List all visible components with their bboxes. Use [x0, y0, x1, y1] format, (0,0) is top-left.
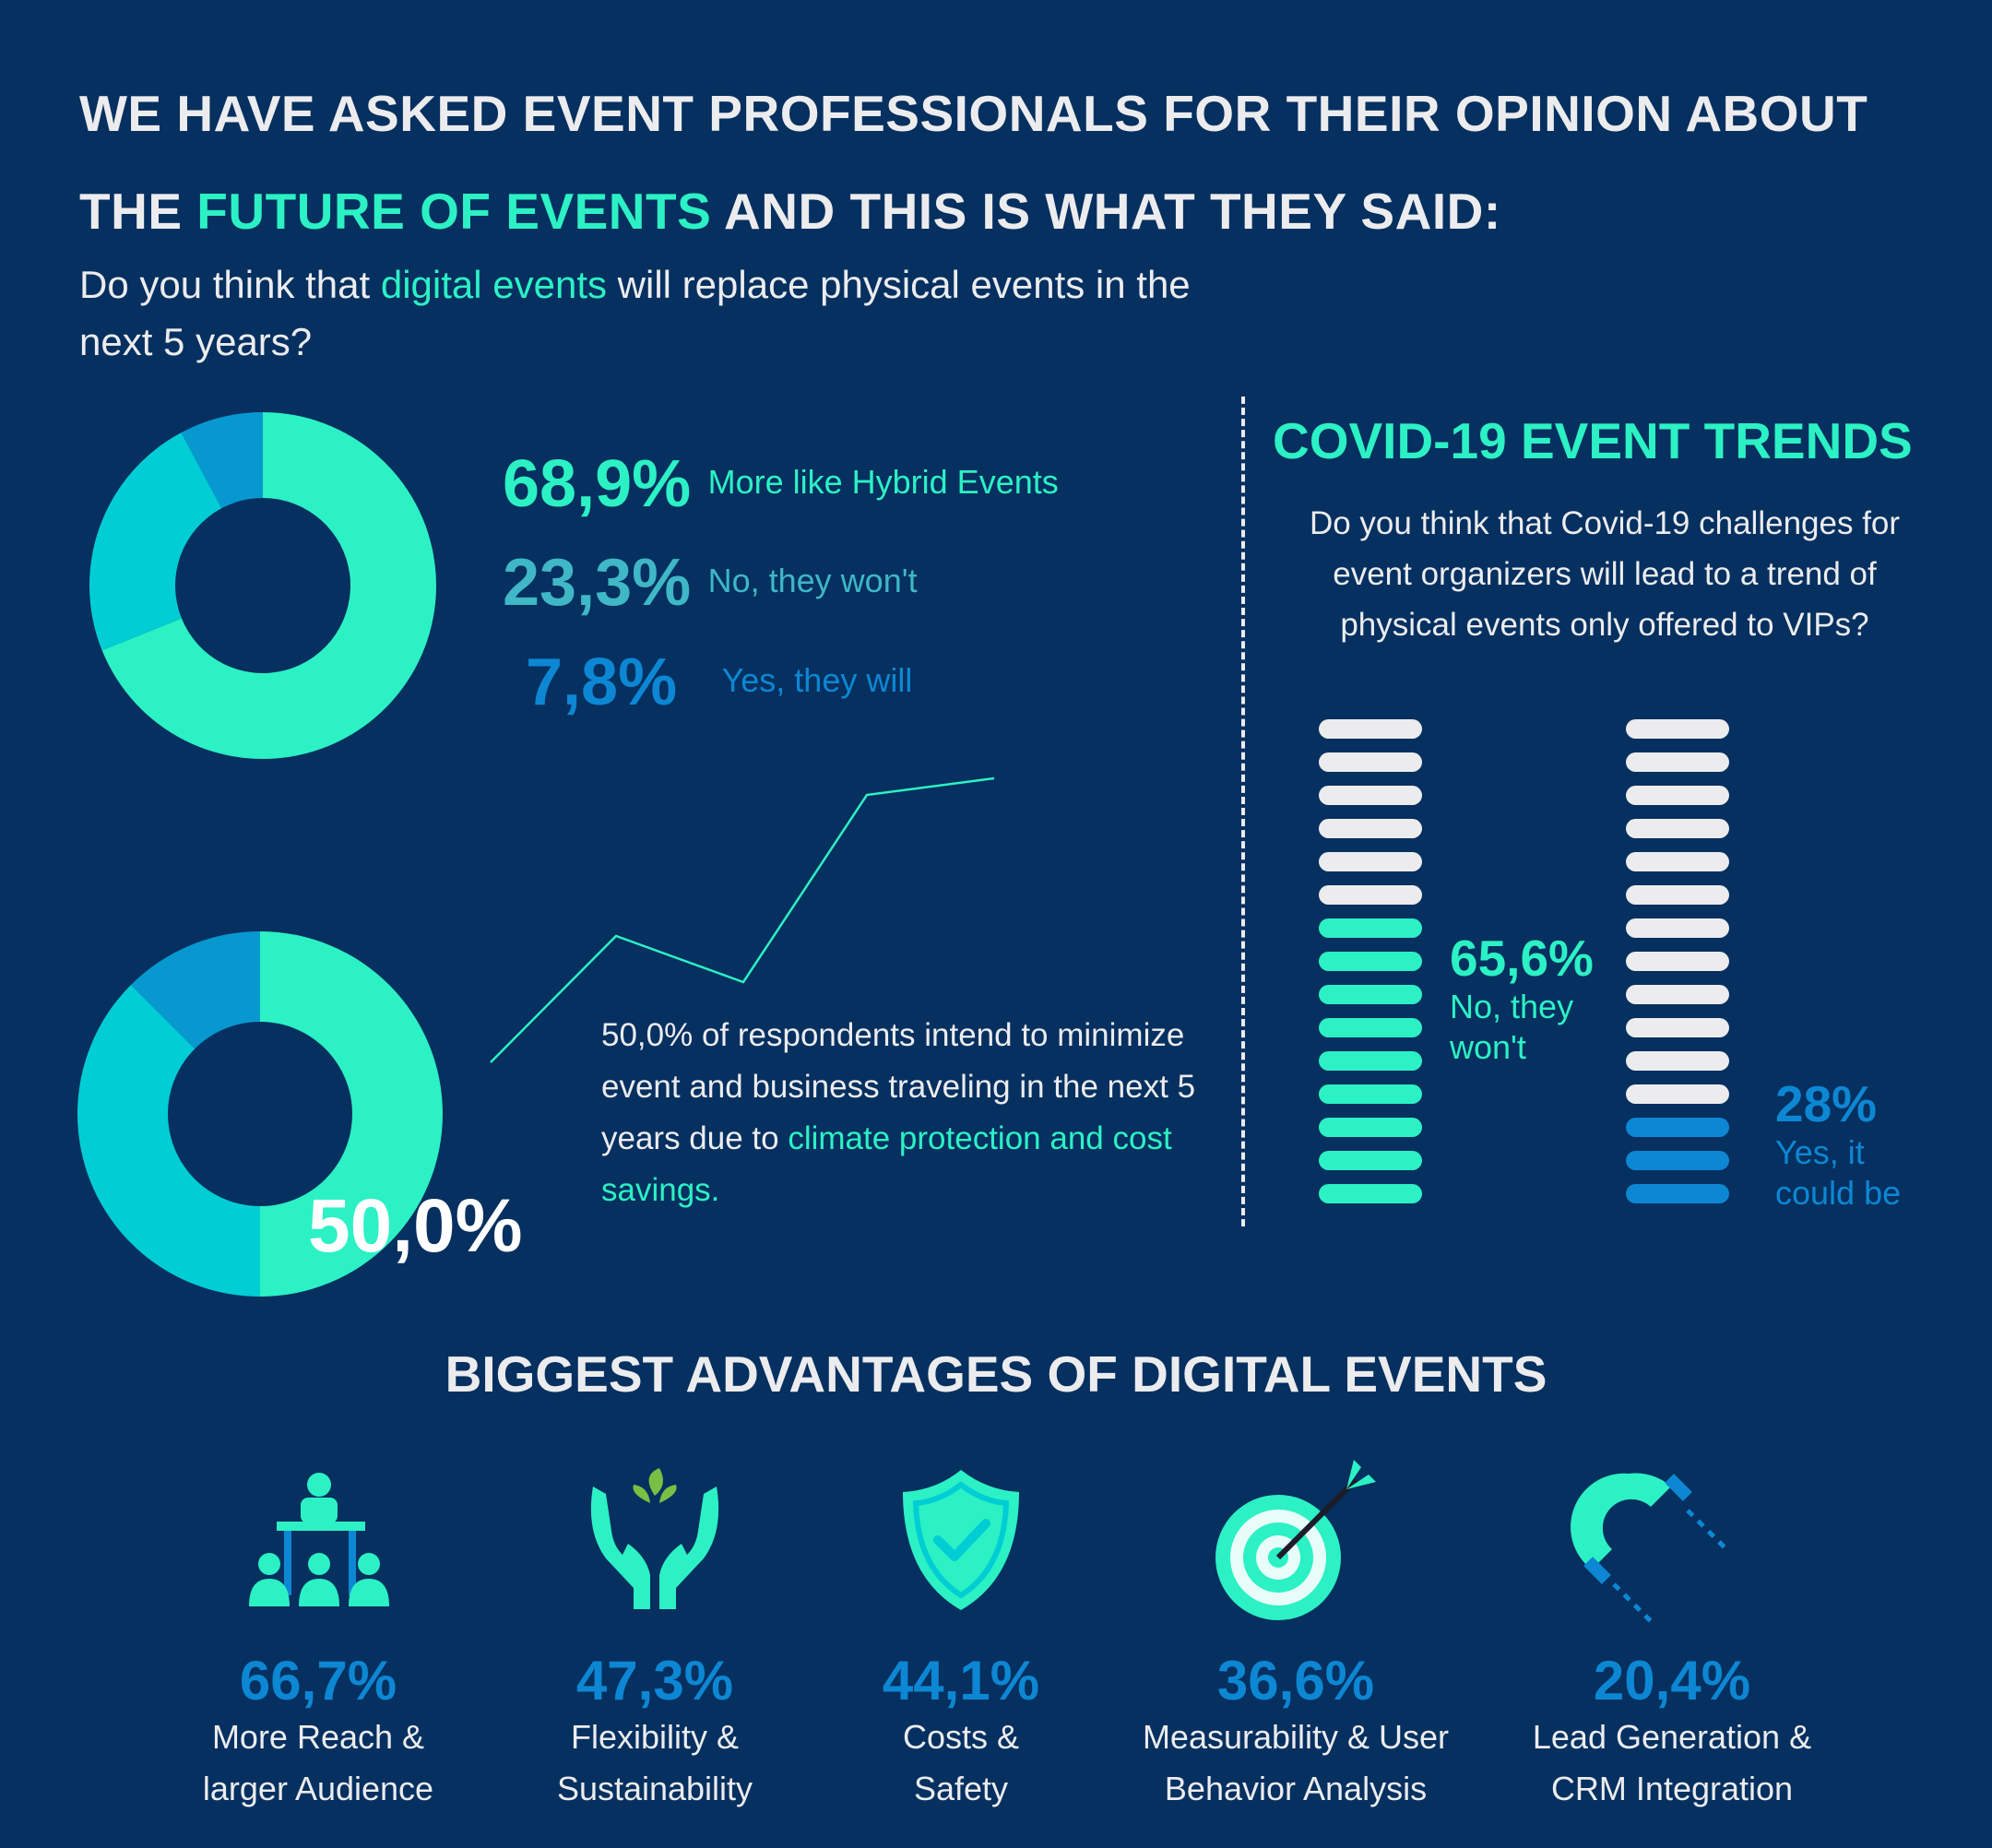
target-icon	[1215, 1460, 1376, 1620]
advantage-costs: 44,1% Costs & Safety	[767, 1651, 1155, 1815]
covid-bar-1-segment	[1626, 1151, 1729, 1170]
covid-bar-0-segment	[1319, 952, 1422, 971]
advantage-reach-line1: More Reach &	[211, 1718, 425, 1756]
advantage-lead-gen-pct: 20,4%	[1593, 1650, 1751, 1712]
advantage-measurability-line1: Measurability & User	[1142, 1718, 1450, 1756]
covid-bar-1-segment	[1626, 1018, 1729, 1037]
travel-big-pct: 50,0%	[308, 1184, 523, 1268]
travel-text-highlight: climate protection and cost savings.	[601, 1120, 1172, 1208]
advantage-costs-line2: Safety	[913, 1770, 1009, 1807]
covid-bar-0-segment	[1319, 819, 1422, 838]
advantage-lead-gen-line2: CRM Integration	[1550, 1770, 1794, 1807]
covid-bar-0-segment	[1319, 1018, 1422, 1037]
covid-bar-0-segment	[1319, 985, 1422, 1004]
advantage-measurability-line2: Behavior Analysis	[1164, 1770, 1428, 1807]
donut2-slice-2	[130, 931, 260, 1049]
donut2-slice-0	[260, 931, 443, 1297]
covid-bar-1-segment	[1626, 719, 1729, 739]
magnet-icon	[1571, 1473, 1728, 1623]
covid-no-label-line1: No, they	[1450, 988, 1574, 1025]
advantage-costs-line1: Costs &	[902, 1718, 1020, 1756]
covid-bar-chart	[1319, 719, 1729, 1203]
headline-part1: WE HAVE ASKED EVENT PROFESSIONALS FOR TH…	[79, 85, 1868, 240]
question-digital-events: Do you think that digital events will re…	[79, 256, 1232, 371]
travel-text-body: 50,0% of respondents intend to minimize …	[601, 1017, 1196, 1156]
donut1-slice-1	[89, 432, 222, 651]
legend-hybrid: 68,9% More like Hybrid Events	[503, 447, 1059, 521]
stat-no-pct: 23,3%	[503, 546, 692, 620]
covid-bar-0-segment	[1319, 1184, 1422, 1203]
question1-part1: Do you think that	[79, 263, 381, 306]
question1-highlight: digital events	[380, 263, 608, 306]
trend-line-decoration	[490, 776, 995, 1063]
covid-no-label-group: 65,6% No, they won't	[1450, 930, 1594, 1068]
advantage-flexibility-line1: Flexibility &	[570, 1718, 740, 1756]
covid-bar-1-segment	[1626, 852, 1729, 871]
stat-yes-label: Yes, they will	[721, 661, 913, 699]
stat-yes-pct: 7,8%	[526, 646, 678, 719]
advantage-lead-gen-line1: Lead Generation &	[1532, 1718, 1812, 1756]
donut1-slice-0	[101, 412, 437, 759]
advantage-lead-gen: 20,4% Lead Generation & CRM Integration	[1478, 1651, 1866, 1815]
covid-bar-0-segment	[1319, 719, 1422, 739]
covid-yes-pct: 28%	[1775, 1075, 1878, 1132]
covid-bar-0-segment	[1319, 1051, 1422, 1071]
covid-bar-1-segment	[1626, 1084, 1729, 1104]
covid-bar-1-segment	[1626, 985, 1729, 1004]
donut1-slice-2	[181, 412, 263, 509]
covid-bar-0-segment	[1319, 1151, 1422, 1170]
shield-check-icon	[903, 1470, 1019, 1610]
covid-bar-0-segment	[1319, 918, 1422, 938]
advantage-costs-pct: 44,1%	[882, 1650, 1040, 1712]
question1-part2: will replace physical events in the next…	[79, 263, 1191, 363]
advantage-reach-line2: larger Audience	[202, 1770, 434, 1807]
advantage-flexibility-pct: 47,3%	[575, 1650, 734, 1712]
plant-hands-icon	[590, 1468, 719, 1609]
advantage-flexibility: 47,3% Flexibility & Sustainability	[461, 1651, 848, 1815]
donut-chart-replace	[89, 412, 437, 759]
covid-question: Do you think that Covid-19 challenges fo…	[1309, 505, 1901, 643]
donut2-slice-1	[77, 984, 260, 1297]
advantage-flexibility-line2: Sustainability	[556, 1770, 753, 1807]
legend-no: 23,3% No, they won't	[503, 546, 918, 620]
covid-no-label-line2: won't	[1450, 1028, 1526, 1066]
audience-icon	[249, 1473, 389, 1606]
legend-yes: 7,8% Yes, they will	[526, 646, 912, 719]
covid-bar-1-segment	[1626, 918, 1729, 938]
covid-bar-0-segment	[1319, 885, 1422, 905]
headline: WE HAVE ASKED EVENT PROFESSIONALS FOR TH…	[79, 65, 1942, 260]
advantage-measurability: 36,6% Measurability & User Behavior Anal…	[1102, 1651, 1489, 1815]
section-divider	[1241, 397, 1245, 1226]
covid-bar-1-segment	[1626, 786, 1729, 805]
covid-bar-0-segment	[1319, 752, 1422, 772]
covid-bar-1-segment	[1626, 819, 1729, 838]
advantage-measurability-pct: 36,6%	[1216, 1650, 1375, 1712]
covid-bar-1-segment	[1626, 752, 1729, 772]
advantage-reach-pct: 66,7%	[239, 1650, 397, 1712]
covid-bar-1-segment	[1626, 1051, 1729, 1071]
advantages-title: BIGGEST ADVANTAGES OF DIGITAL EVENTS	[445, 1345, 1547, 1403]
stat-hybrid-pct: 68,9%	[503, 447, 692, 521]
travel-text: 50,0% of respondents intend to minimize …	[601, 1010, 1210, 1216]
covid-yes-label-group: 28% Yes, it could be	[1775, 1075, 1901, 1214]
covid-title: COVID-19 EVENT TRENDS	[1273, 412, 1913, 469]
covid-yes-label-line2: could be	[1775, 1174, 1902, 1212]
headline-highlight: FUTURE OF EVENTS	[196, 183, 712, 240]
covid-bar-1-segment	[1626, 885, 1729, 905]
advantage-reach: 66,7% More Reach & larger Audience	[125, 1651, 512, 1815]
covid-no-pct: 65,6%	[1450, 930, 1594, 987]
stat-hybrid-label: More like Hybrid Events	[707, 463, 1059, 501]
covid-yes-label-line1: Yes, it	[1775, 1133, 1865, 1171]
covid-bar-1-segment	[1626, 1184, 1729, 1203]
covid-bar-0-segment	[1319, 786, 1422, 805]
covid-bar-0-segment	[1319, 1084, 1422, 1104]
stat-no-label: No, they won't	[707, 562, 918, 599]
covid-bar-1-segment	[1626, 952, 1729, 971]
donut-chart-travel	[77, 931, 443, 1297]
covid-bar-0-segment	[1319, 1118, 1422, 1137]
covid-bar-1-segment	[1626, 1118, 1729, 1137]
headline-part2: AND THIS IS WHAT THEY SAID:	[711, 183, 1501, 240]
covid-bar-0-segment	[1319, 852, 1422, 871]
